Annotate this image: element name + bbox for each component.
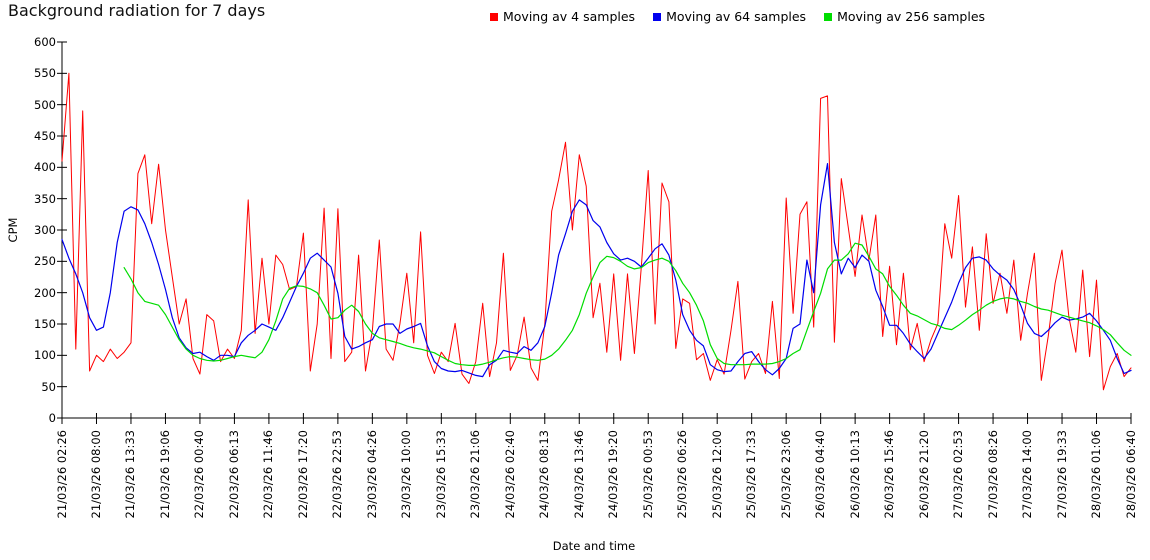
x-tick-label: 24/03/26 08:13 <box>537 430 552 519</box>
x-tick-label: 27/03/26 19:33 <box>1054 430 1069 519</box>
x-tick-label: 25/03/26 17:33 <box>744 430 759 519</box>
chart-legend: Moving av 4 samples Moving av 64 samples M… <box>490 9 985 24</box>
x-tick-label: 23/03/26 04:26 <box>364 430 379 519</box>
y-tick-label: 450 <box>34 129 56 143</box>
y-tick-label: 0 <box>48 411 56 425</box>
x-tick-label: 22/03/26 11:46 <box>261 430 276 519</box>
legend-item-1: Moving av 4 samples <box>490 9 635 24</box>
x-tick-label: 25/03/26 12:00 <box>709 430 724 519</box>
series-line-3 <box>123 242 1132 366</box>
legend-swatch-icon <box>490 12 498 21</box>
y-tick-label: 50 <box>41 379 56 394</box>
y-tick-label: 100 <box>34 348 56 363</box>
x-tick-label: 27/03/26 14:00 <box>1020 430 1035 519</box>
x-tick-label: 22/03/26 17:20 <box>295 430 310 519</box>
x-tick-label: 26/03/26 21:20 <box>916 430 931 519</box>
x-tick-label: 26/03/26 04:40 <box>813 430 828 519</box>
x-tick-label: 25/03/26 00:53 <box>640 430 655 519</box>
x-tick-label: 25/03/26 06:26 <box>675 430 690 519</box>
x-tick-label: 22/03/26 22:53 <box>330 430 345 519</box>
x-tick-label: 26/03/26 10:13 <box>847 430 862 519</box>
x-tick-label: 24/03/26 13:46 <box>571 430 586 519</box>
x-tick-label: 21/03/26 19:06 <box>157 430 172 519</box>
chart-title: Background radiation for 7 days <box>8 1 266 20</box>
x-tick-label: 22/03/26 00:40 <box>192 430 207 519</box>
legend-label: Moving av 256 samples <box>837 9 986 24</box>
legend-item-3: Moving av 256 samples <box>824 9 985 24</box>
x-tick-label: 22/03/26 06:13 <box>226 430 241 519</box>
x-tick-label: 27/03/26 02:53 <box>951 430 966 519</box>
x-tick-label: 21/03/26 08:00 <box>88 430 103 519</box>
x-axis-title: Date and time <box>552 539 636 553</box>
x-tick-label: 23/03/26 10:00 <box>399 430 414 519</box>
legend-swatch-icon <box>653 12 662 21</box>
axis-lines <box>61 42 1131 419</box>
y-tick-label: 550 <box>34 66 56 81</box>
y-tick-label: 600 <box>34 35 56 49</box>
series-line-1 <box>61 72 1132 391</box>
y-tick-label: 250 <box>34 254 56 269</box>
y-tick-label: 500 <box>34 97 56 112</box>
y-tick-label: 300 <box>34 223 56 237</box>
x-tick-label: 21/03/26 02:26 <box>54 430 69 519</box>
y-tick-label: 150 <box>34 317 56 331</box>
x-tick-label: 25/03/26 23:06 <box>778 430 793 519</box>
series-line-2 <box>61 163 1132 378</box>
x-tick-label: 27/03/26 08:26 <box>985 430 1000 519</box>
legend-label: Moving av 4 samples <box>503 9 636 24</box>
x-tick-label: 28/03/26 01:06 <box>1089 430 1104 519</box>
y-tick-label: 400 <box>34 160 56 175</box>
x-tick-label: 23/03/26 15:33 <box>433 430 448 519</box>
x-tick-label: 28/03/26 06:40 <box>1123 430 1138 519</box>
legend-item-2: Moving av 64 samples <box>653 9 806 24</box>
x-tick-label: 24/03/26 02:40 <box>502 430 517 519</box>
x-tick-label: 23/03/26 21:06 <box>468 430 483 519</box>
x-tick-label: 26/03/26 15:46 <box>882 430 897 519</box>
legend-label: Moving av 64 samples <box>666 9 807 24</box>
legend-swatch-icon <box>824 12 833 21</box>
x-tick-label: 21/03/26 13:33 <box>123 430 138 519</box>
y-tick-label: 350 <box>34 191 56 206</box>
x-tick-label: 24/03/26 19:20 <box>606 430 621 519</box>
y-tick-label: 200 <box>34 285 56 300</box>
